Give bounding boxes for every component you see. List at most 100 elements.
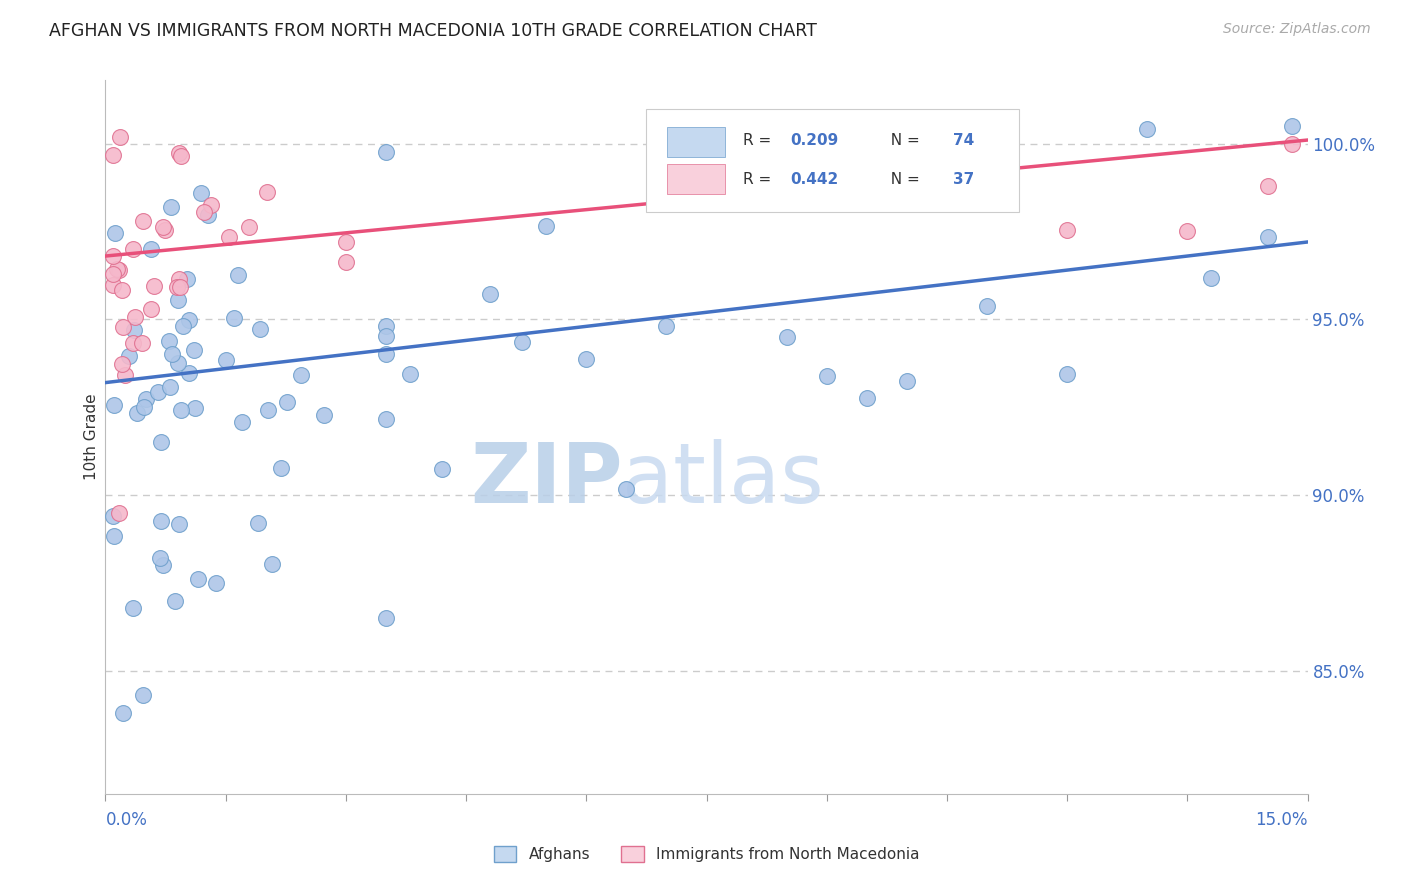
Point <box>193 205 215 219</box>
Point <box>776 329 799 343</box>
Point <box>479 286 502 301</box>
FancyBboxPatch shape <box>647 109 1019 212</box>
Point <box>290 368 312 382</box>
Text: 37: 37 <box>953 172 974 187</box>
Point <box>135 392 157 406</box>
Point <box>177 366 200 380</box>
Point <box>150 435 173 450</box>
Point <box>815 369 838 384</box>
Text: R =: R = <box>742 134 776 148</box>
Point <box>139 242 162 256</box>
Point <box>238 219 260 234</box>
Point <box>122 242 145 256</box>
Point <box>374 347 398 361</box>
Point <box>122 335 145 350</box>
Point <box>1201 271 1223 285</box>
Point <box>172 319 194 334</box>
Point <box>430 462 453 476</box>
Point <box>159 334 181 349</box>
Point <box>1257 178 1279 193</box>
Point <box>231 415 253 429</box>
Point <box>152 558 174 573</box>
Point <box>150 514 173 528</box>
Point <box>510 335 533 350</box>
Point <box>276 395 298 409</box>
Text: 74: 74 <box>953 134 974 148</box>
Point <box>399 367 422 381</box>
Point <box>110 130 132 145</box>
Text: 0.0%: 0.0% <box>105 811 148 829</box>
Point <box>1257 230 1279 244</box>
Point <box>256 185 278 199</box>
Text: atlas: atlas <box>623 440 824 520</box>
Point <box>103 508 125 523</box>
Point <box>124 323 146 337</box>
Point <box>132 689 155 703</box>
Point <box>374 145 398 160</box>
Point <box>187 573 209 587</box>
Point <box>166 356 188 370</box>
Point <box>176 272 198 286</box>
Point <box>103 267 125 281</box>
Point <box>374 412 398 426</box>
Point <box>1056 223 1078 237</box>
FancyBboxPatch shape <box>666 164 724 194</box>
Text: 0.442: 0.442 <box>790 172 839 187</box>
Text: N =: N = <box>880 172 925 187</box>
Point <box>110 357 132 371</box>
Point <box>103 249 125 263</box>
Point <box>896 374 918 388</box>
Point <box>1056 367 1078 381</box>
Point <box>108 506 131 520</box>
Point <box>149 550 172 565</box>
Point <box>163 593 186 607</box>
Point <box>170 403 193 417</box>
Point <box>200 198 222 212</box>
Point <box>262 557 284 571</box>
Point <box>132 214 155 228</box>
Point <box>103 398 125 412</box>
Point <box>655 318 678 333</box>
Point <box>374 329 398 343</box>
Point <box>534 219 557 234</box>
Point <box>118 349 141 363</box>
Point <box>103 529 125 543</box>
Point <box>104 226 127 240</box>
Point <box>218 230 240 244</box>
Point <box>107 262 129 277</box>
Text: 0.209: 0.209 <box>790 134 839 148</box>
Point <box>159 380 181 394</box>
Point <box>139 302 162 317</box>
Point <box>1177 224 1199 238</box>
Point <box>575 351 598 366</box>
Point <box>374 318 398 333</box>
Point <box>162 347 184 361</box>
Text: Source: ZipAtlas.com: Source: ZipAtlas.com <box>1223 22 1371 37</box>
Point <box>152 219 174 234</box>
Point <box>166 280 188 294</box>
Point <box>228 268 250 282</box>
Point <box>167 271 190 285</box>
Text: N =: N = <box>880 134 925 148</box>
Point <box>122 600 145 615</box>
Text: AFGHAN VS IMMIGRANTS FROM NORTH MACEDONIA 10TH GRADE CORRELATION CHART: AFGHAN VS IMMIGRANTS FROM NORTH MACEDONI… <box>49 22 817 40</box>
Point <box>696 156 718 170</box>
Point <box>103 148 125 162</box>
Point <box>224 310 246 325</box>
Point <box>1136 122 1159 136</box>
Point <box>125 406 148 420</box>
Point <box>108 262 131 277</box>
Point <box>124 310 146 325</box>
Point <box>169 280 191 294</box>
Point <box>160 200 183 214</box>
Point <box>114 368 136 383</box>
Point <box>134 400 156 414</box>
Point <box>247 516 270 531</box>
Point <box>143 278 166 293</box>
Point <box>103 277 125 292</box>
Point <box>335 235 357 249</box>
Point <box>167 145 190 160</box>
Point <box>197 209 219 223</box>
Point <box>183 401 205 415</box>
Point <box>131 335 153 350</box>
